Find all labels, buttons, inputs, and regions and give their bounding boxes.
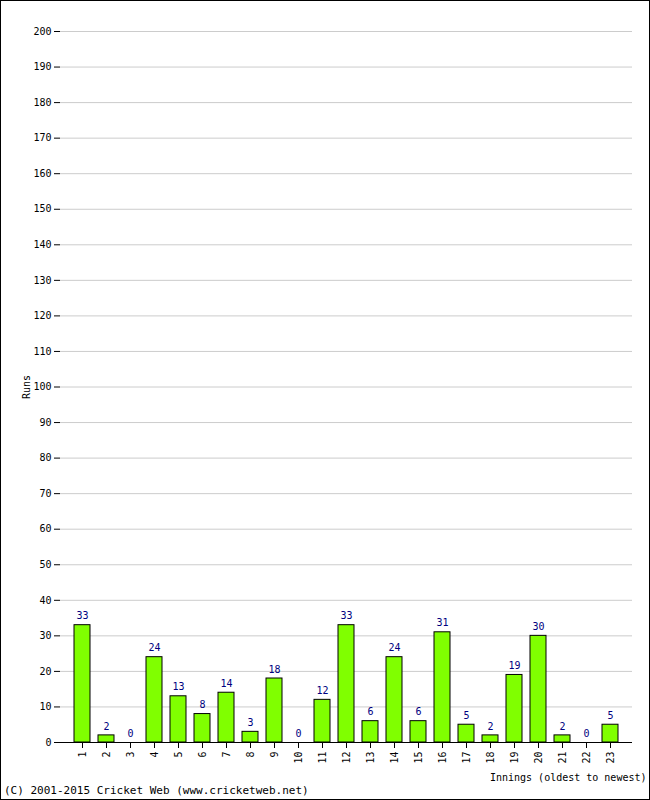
svg-text:0: 0 [45, 737, 51, 748]
svg-text:30: 30 [532, 621, 544, 632]
svg-text:2: 2 [103, 721, 109, 732]
svg-text:18: 18 [485, 752, 496, 764]
svg-text:22: 22 [581, 752, 592, 764]
svg-text:20: 20 [39, 666, 51, 677]
svg-text:17: 17 [461, 752, 472, 764]
svg-text:6: 6 [415, 706, 421, 717]
svg-text:23: 23 [605, 752, 616, 764]
svg-text:5: 5 [173, 752, 184, 758]
svg-text:21: 21 [557, 752, 568, 764]
svg-text:0: 0 [127, 728, 133, 739]
svg-text:2: 2 [559, 721, 565, 732]
svg-text:3: 3 [125, 752, 136, 758]
svg-text:18: 18 [268, 664, 280, 675]
svg-text:13: 13 [365, 752, 376, 764]
svg-text:33: 33 [76, 610, 88, 621]
svg-text:10: 10 [293, 752, 304, 764]
svg-text:12: 12 [341, 752, 352, 764]
svg-text:170: 170 [33, 132, 51, 143]
svg-text:60: 60 [39, 523, 51, 534]
html-text:(C) 2001-2015 Cricket Web (www: (C) 2001-2015 Cricket Web (www.cricketwe… [4, 784, 309, 797]
svg-text:0: 0 [583, 728, 589, 739]
svg-text:9: 9 [269, 752, 280, 758]
svg-text:Innings (oldest to newest): Innings (oldest to newest) [490, 772, 647, 783]
svg-text:6: 6 [367, 706, 373, 717]
svg-text:15: 15 [413, 752, 424, 764]
svg-text:200: 200 [33, 26, 51, 37]
svg-text:130: 130 [33, 275, 51, 286]
svg-text:5: 5 [607, 710, 613, 721]
svg-text:2: 2 [101, 752, 112, 758]
svg-text:14: 14 [389, 752, 400, 764]
svg-text:8: 8 [199, 699, 205, 710]
svg-text:19: 19 [509, 752, 520, 764]
svg-text:8: 8 [245, 752, 256, 758]
svg-text:1: 1 [77, 752, 88, 758]
svg-text:19: 19 [508, 660, 520, 671]
svg-text:80: 80 [39, 452, 51, 463]
svg-text:Runs: Runs [21, 375, 32, 399]
svg-text:5: 5 [463, 710, 469, 721]
svg-text:31: 31 [436, 617, 448, 628]
svg-text:140: 140 [33, 239, 51, 250]
svg-text:16: 16 [437, 752, 448, 764]
svg-text:90: 90 [39, 417, 51, 428]
svg-text:50: 50 [39, 559, 51, 570]
svg-text:70: 70 [39, 488, 51, 499]
svg-text:24: 24 [388, 642, 400, 653]
svg-text:6: 6 [197, 752, 208, 758]
svg-text:7: 7 [221, 752, 232, 758]
svg-text:100: 100 [33, 381, 51, 392]
svg-text:160: 160 [33, 168, 51, 179]
svg-text:13: 13 [172, 681, 184, 692]
svg-text:20: 20 [533, 752, 544, 764]
svg-text:0: 0 [295, 728, 301, 739]
svg-text:4: 4 [149, 752, 160, 758]
svg-text:11: 11 [317, 752, 328, 764]
svg-text:190: 190 [33, 61, 51, 72]
svg-text:2: 2 [487, 721, 493, 732]
svg-text:24: 24 [148, 642, 160, 653]
svg-text:40: 40 [39, 595, 51, 606]
svg-text:3: 3 [247, 717, 253, 728]
svg-text:33: 33 [340, 610, 352, 621]
svg-text:110: 110 [33, 346, 51, 357]
svg-text:30: 30 [39, 630, 51, 641]
svg-text:10: 10 [39, 701, 51, 712]
svg-text:180: 180 [33, 97, 51, 108]
svg-text:120: 120 [33, 310, 51, 321]
svg-text:150: 150 [33, 203, 51, 214]
svg-text:14: 14 [220, 678, 232, 689]
svg-text:12: 12 [316, 685, 328, 696]
